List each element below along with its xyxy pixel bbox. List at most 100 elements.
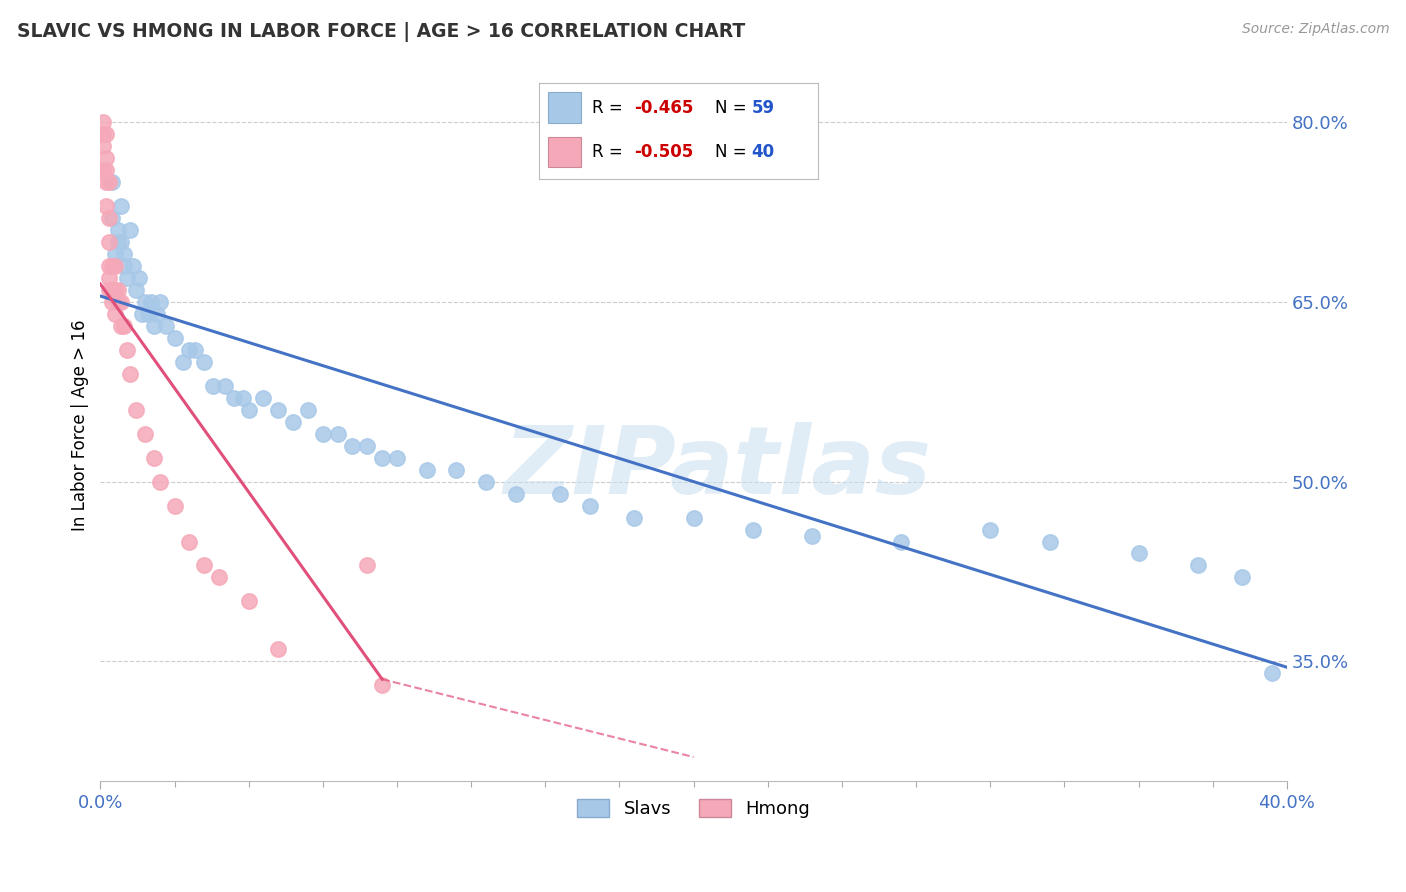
Point — [131, 307, 153, 321]
Point — [193, 355, 215, 369]
Point — [134, 295, 156, 310]
Point — [267, 402, 290, 417]
Point — [548, 486, 571, 500]
Point — [385, 450, 408, 465]
Text: ZIPatlas: ZIPatlas — [503, 422, 931, 514]
Point — [96, 163, 118, 178]
Point — [122, 259, 145, 273]
Point — [742, 523, 765, 537]
Point — [1038, 534, 1060, 549]
Point — [128, 271, 150, 285]
Text: Source: ZipAtlas.com: Source: ZipAtlas.com — [1241, 22, 1389, 37]
Point — [356, 558, 378, 573]
Point — [107, 235, 129, 249]
Point — [342, 439, 364, 453]
Point — [115, 343, 138, 357]
Point — [283, 415, 305, 429]
Point — [110, 295, 132, 310]
Point — [371, 678, 394, 692]
Point — [112, 318, 135, 333]
Point — [142, 450, 165, 465]
Point — [125, 283, 148, 297]
Point — [252, 391, 274, 405]
Point — [91, 128, 114, 142]
Point — [202, 379, 225, 393]
Point — [104, 307, 127, 321]
Point — [112, 247, 135, 261]
Point — [179, 343, 201, 357]
Point — [101, 211, 124, 226]
Point — [115, 271, 138, 285]
Point — [134, 426, 156, 441]
Point — [979, 523, 1001, 537]
Point — [107, 283, 129, 297]
Point — [96, 151, 118, 165]
Point — [96, 199, 118, 213]
Point — [155, 318, 177, 333]
Y-axis label: In Labor Force | Age > 16: In Labor Force | Age > 16 — [72, 319, 89, 531]
Point — [238, 402, 260, 417]
Point — [91, 139, 114, 153]
Point — [112, 259, 135, 273]
Point — [149, 295, 172, 310]
Point — [193, 558, 215, 573]
Point — [98, 259, 121, 273]
Point — [801, 528, 824, 542]
Point — [890, 534, 912, 549]
Legend: Slavs, Hmong: Slavs, Hmong — [569, 791, 817, 825]
Point — [297, 402, 319, 417]
Point — [107, 223, 129, 237]
Point — [104, 283, 127, 297]
Point — [475, 475, 498, 489]
Point — [578, 499, 600, 513]
Point — [163, 331, 186, 345]
Point — [1128, 546, 1150, 560]
Point — [184, 343, 207, 357]
Point — [98, 175, 121, 189]
Point — [110, 318, 132, 333]
Point — [145, 307, 167, 321]
Point — [326, 426, 349, 441]
Point — [96, 175, 118, 189]
Point — [98, 211, 121, 226]
Point — [356, 439, 378, 453]
Point — [91, 163, 114, 178]
Point — [101, 283, 124, 297]
Point — [1187, 558, 1209, 573]
Point — [505, 486, 527, 500]
Point — [149, 475, 172, 489]
Point — [208, 570, 231, 584]
Point — [214, 379, 236, 393]
Point — [415, 463, 437, 477]
Point — [172, 355, 194, 369]
Point — [136, 307, 159, 321]
Point — [110, 235, 132, 249]
Point — [101, 259, 124, 273]
Point — [107, 295, 129, 310]
Point — [179, 534, 201, 549]
Point — [371, 450, 394, 465]
Point — [312, 426, 335, 441]
Point — [101, 295, 124, 310]
Point — [118, 367, 141, 381]
Point — [623, 510, 645, 524]
Point — [238, 594, 260, 608]
Point — [682, 510, 704, 524]
Point — [91, 115, 114, 129]
Point — [101, 175, 124, 189]
Point — [446, 463, 468, 477]
Text: SLAVIC VS HMONG IN LABOR FORCE | AGE > 16 CORRELATION CHART: SLAVIC VS HMONG IN LABOR FORCE | AGE > 1… — [17, 22, 745, 42]
Point — [1232, 570, 1254, 584]
Point — [98, 283, 121, 297]
Point — [222, 391, 245, 405]
Point — [98, 271, 121, 285]
Point — [139, 295, 162, 310]
Point — [104, 259, 127, 273]
Point — [125, 402, 148, 417]
Point — [267, 642, 290, 657]
Point — [98, 235, 121, 249]
Point — [118, 223, 141, 237]
Point — [96, 128, 118, 142]
Point — [163, 499, 186, 513]
Point — [232, 391, 254, 405]
